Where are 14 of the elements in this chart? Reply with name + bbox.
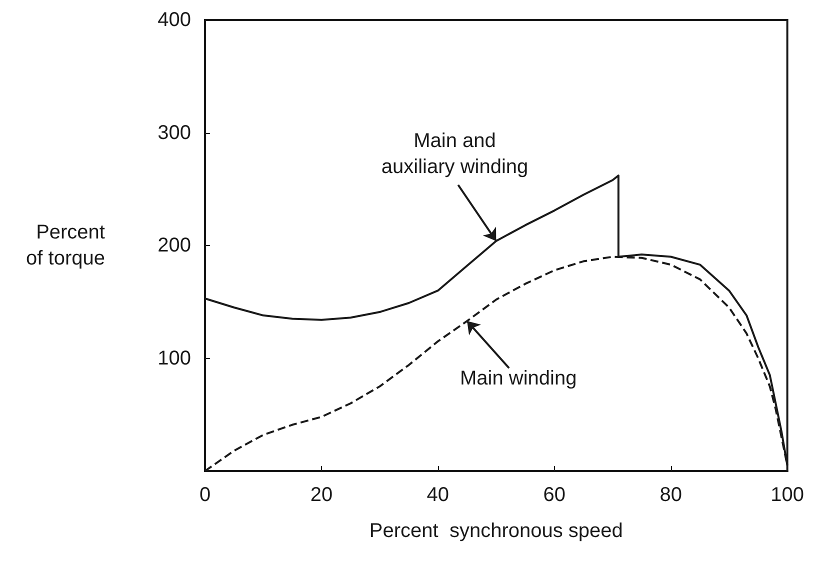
y-axis-title: Percent of torque: [26, 222, 106, 270]
y-tick-label: 400: [158, 9, 191, 31]
x-tick-label: 0: [199, 484, 211, 506]
x-axis-title: Percent synchronous speed: [369, 520, 623, 542]
y-tick-label: 200: [158, 234, 191, 256]
x-tick-label: 40: [426, 484, 450, 506]
x-tick-label: 100: [770, 484, 804, 506]
y-tick-label: 300: [158, 122, 191, 144]
y-tick-label: 100: [158, 347, 191, 370]
x-tick-label: 20: [310, 484, 333, 506]
annotation: Main and auxiliary winding: [381, 130, 528, 178]
annotation: Main winding: [460, 367, 577, 390]
x-tick-label: 80: [660, 484, 682, 506]
x-tick-label: 60: [543, 484, 566, 506]
